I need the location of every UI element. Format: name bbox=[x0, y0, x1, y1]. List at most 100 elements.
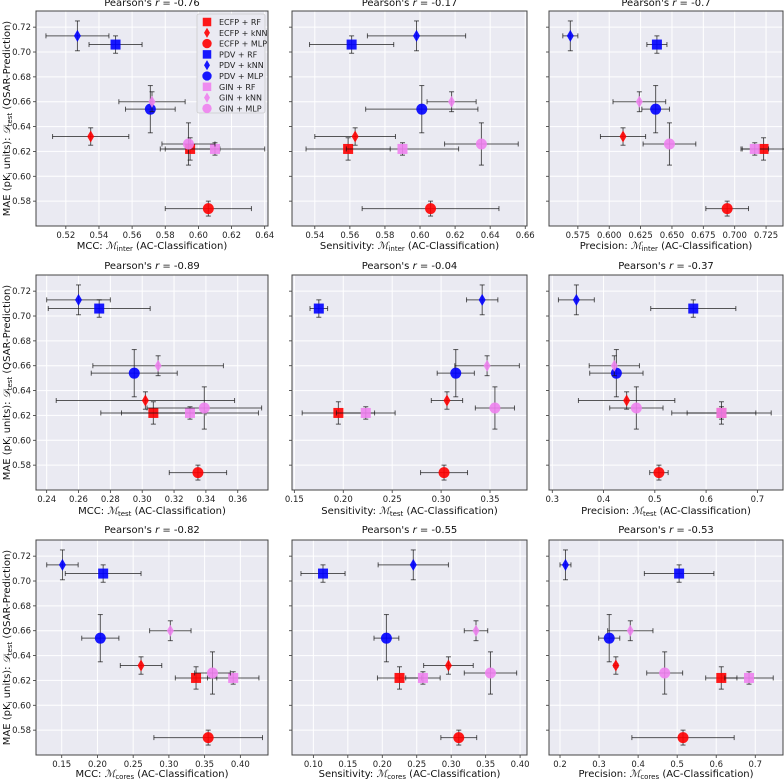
x-tick-label: 0.24 bbox=[37, 495, 56, 505]
diamond-marker bbox=[166, 624, 174, 637]
x-tick-label: 0.600 bbox=[597, 231, 621, 241]
y-tick-label: 0.66 bbox=[12, 362, 31, 372]
data-point-ecfp-mlp bbox=[631, 729, 735, 746]
panel-title: Pearson's r = -0.82 bbox=[104, 525, 200, 536]
y-tick-label: 0.68 bbox=[12, 602, 31, 612]
xlabel-prefix: Precision: bbox=[581, 506, 632, 517]
diamond-marker bbox=[204, 60, 210, 71]
x-tick-label: 0.36 bbox=[228, 495, 247, 505]
x-tick-label: 0.26 bbox=[69, 495, 88, 505]
ylabel-symbol: 𝒟 bbox=[2, 388, 13, 398]
data-point-ecfp-mlp bbox=[705, 200, 749, 217]
data-point-gin-knn bbox=[454, 355, 520, 377]
data-point-gin-mlp bbox=[161, 122, 216, 166]
circle-marker bbox=[192, 467, 204, 479]
y-tick-label: 0.62 bbox=[12, 147, 31, 157]
x-tick-label: 0.625 bbox=[628, 231, 652, 241]
diamond-marker bbox=[572, 293, 580, 306]
x-tick-label: 0.35 bbox=[195, 760, 214, 770]
legend-label: GIN + RF bbox=[219, 83, 256, 92]
y-tick-label: 0.60 bbox=[12, 701, 31, 711]
x-tick-label: 0.58 bbox=[156, 231, 175, 241]
panel-5: 0.15 0.20 0.25 0.30 0.35 Pearson's r = -0.04 S… bbox=[285, 261, 528, 518]
square-marker bbox=[397, 143, 408, 154]
x-tick-label: 0.650 bbox=[660, 231, 684, 241]
xlabel-prefix: Sensitivity: bbox=[321, 506, 379, 517]
data-point-ecfp-knn bbox=[119, 656, 163, 675]
square-marker bbox=[94, 303, 105, 314]
diamond-marker bbox=[443, 394, 451, 407]
data-point-gin-rf bbox=[405, 671, 441, 685]
data-point-pdv-rf bbox=[309, 299, 329, 318]
ylabel-suffix: (QSAR-Prediction) bbox=[2, 21, 13, 113]
x-tick-label: 0.6 bbox=[699, 495, 713, 505]
y-tick-label: 0.72 bbox=[12, 287, 31, 297]
title-r: r bbox=[155, 525, 160, 536]
xlabel-subscript: test bbox=[118, 510, 132, 518]
xlabel-symbol: ℳ bbox=[378, 241, 390, 252]
data-point-pdv-knn bbox=[557, 284, 595, 316]
x-tick-label: 0.700 bbox=[723, 231, 747, 241]
xlabel-subscript: test bbox=[643, 510, 657, 518]
data-point-gin-rf bbox=[121, 406, 259, 420]
diamond-marker bbox=[448, 95, 456, 108]
y-tick-label: 0.70 bbox=[12, 48, 31, 58]
panel-4: 0.58 0.60 0.62 0.64 0.66 0.68 0.70 0.72 0.24 0.26… bbox=[12, 261, 269, 518]
x-tick-label: 0.5 bbox=[648, 495, 662, 505]
title-r: r bbox=[669, 525, 674, 536]
panel-title: Pearson's r = -0.53 bbox=[618, 525, 714, 536]
data-point-pdv-knn bbox=[45, 20, 110, 52]
square-marker bbox=[184, 407, 195, 418]
title-value: = -0.55 bbox=[417, 525, 458, 536]
square-marker bbox=[98, 568, 109, 579]
x-tick-label: 0.15 bbox=[338, 760, 357, 770]
data-point-ecfp-knn bbox=[314, 127, 396, 146]
y-axis-label: MAE (pKi units): 𝒟test (QSAR-Prediction) bbox=[2, 21, 14, 217]
y-tick-label: 0.58 bbox=[12, 726, 31, 736]
circle-marker bbox=[453, 732, 465, 744]
x-tick-label: 0.3 bbox=[592, 760, 606, 770]
square-marker bbox=[744, 672, 755, 683]
xlabel-prefix: MCC: bbox=[78, 506, 107, 517]
square-marker bbox=[228, 672, 239, 683]
plot-background bbox=[292, 11, 527, 226]
xlabel-suffix: (AC-Classification) bbox=[403, 506, 498, 517]
x-axis-label: MCC: ℳinter (AC-Classification) bbox=[77, 241, 228, 253]
title-prefix: Pearson's bbox=[618, 525, 669, 536]
diamond-marker bbox=[137, 659, 145, 672]
diamond-marker bbox=[444, 659, 452, 672]
ylabel-subscript: test bbox=[6, 642, 14, 656]
circle-marker bbox=[94, 632, 106, 644]
title-value: = -0.76 bbox=[159, 0, 200, 9]
data-point-gin-knn bbox=[92, 355, 224, 377]
x-tick-label: 0.62 bbox=[222, 231, 241, 241]
data-point-pdv-knn bbox=[562, 20, 579, 52]
square-marker bbox=[318, 568, 329, 579]
legend-label: GIN + MLP bbox=[219, 104, 262, 113]
x-tick-label: 0.60 bbox=[411, 231, 430, 241]
xlabel-subscript: inter bbox=[642, 245, 658, 253]
data-point-gin-rf bbox=[671, 406, 772, 420]
y-tick-label: 0.64 bbox=[12, 652, 31, 662]
data-point-ecfp-mlp bbox=[420, 464, 469, 481]
x-tick-label: 0.66 bbox=[516, 231, 535, 241]
title-value: = -0.82 bbox=[159, 525, 200, 536]
diamond-marker bbox=[478, 293, 486, 306]
legend-label: PDV + kNN bbox=[219, 61, 264, 70]
y-tick-label: 0.68 bbox=[12, 337, 31, 347]
xlabel-suffix: (AC-Classification) bbox=[131, 506, 226, 517]
y-tick-label: 0.70 bbox=[12, 312, 31, 322]
data-point-gin-rf bbox=[206, 671, 260, 685]
legend-label: ECFP + RF bbox=[219, 18, 261, 27]
ylabel-symbol: 𝒟 bbox=[2, 653, 13, 663]
x-tick-label: 0.64 bbox=[481, 231, 500, 241]
data-point-ecfp-knn bbox=[430, 391, 464, 410]
title-prefix: Pearson's bbox=[104, 525, 155, 536]
square-marker bbox=[202, 82, 212, 92]
circle-marker bbox=[630, 402, 642, 414]
title-r: r bbox=[413, 525, 418, 536]
panel-title: Pearson's r = -0.76 bbox=[104, 0, 200, 9]
x-tick-label: 0.575 bbox=[566, 231, 590, 241]
xlabel-prefix: Sensitivity: bbox=[319, 769, 377, 780]
xlabel-symbol: ℳ bbox=[379, 506, 391, 517]
